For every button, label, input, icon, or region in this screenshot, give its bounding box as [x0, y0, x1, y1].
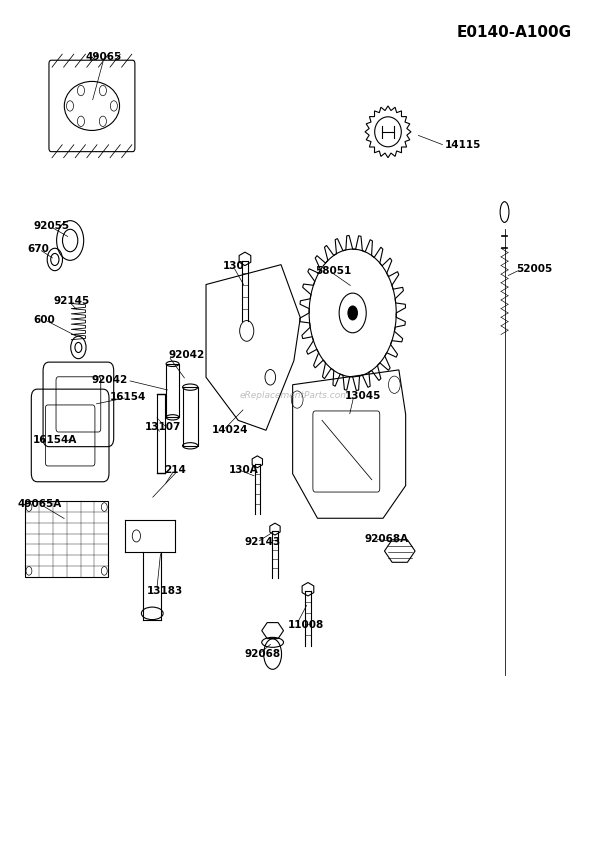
Text: 13107: 13107	[145, 422, 181, 432]
Text: 58051: 58051	[316, 266, 352, 276]
Text: 92068: 92068	[245, 650, 281, 659]
Text: 670: 670	[27, 244, 49, 254]
Text: 16154A: 16154A	[33, 435, 77, 446]
Text: 52005: 52005	[516, 264, 552, 274]
Text: E0140-A100G: E0140-A100G	[457, 25, 572, 40]
Text: 92145: 92145	[54, 295, 90, 306]
Bar	[157, 394, 165, 473]
Text: 14115: 14115	[445, 141, 481, 150]
Text: 92143: 92143	[245, 537, 281, 547]
Text: 13183: 13183	[147, 586, 183, 595]
Text: 214: 214	[165, 465, 186, 475]
Text: 16154: 16154	[110, 392, 146, 403]
Text: 14024: 14024	[211, 425, 248, 435]
Text: 130A: 130A	[229, 465, 259, 475]
Text: 130: 130	[223, 261, 245, 271]
Text: eReplacementParts.com: eReplacementParts.com	[240, 391, 350, 400]
Text: 92068A: 92068A	[365, 534, 409, 543]
Bar	[182, 387, 198, 446]
Text: 13045: 13045	[345, 391, 381, 401]
Text: 600: 600	[33, 314, 55, 325]
Circle shape	[348, 306, 358, 320]
Text: 92042: 92042	[169, 350, 205, 360]
Bar	[166, 364, 179, 417]
Text: 92055: 92055	[33, 220, 69, 231]
Text: 49065: 49065	[86, 53, 122, 62]
Text: 92042: 92042	[92, 375, 128, 385]
Text: 49065A: 49065A	[17, 499, 61, 509]
Text: 11008: 11008	[288, 620, 324, 630]
Bar	[25, 501, 109, 577]
